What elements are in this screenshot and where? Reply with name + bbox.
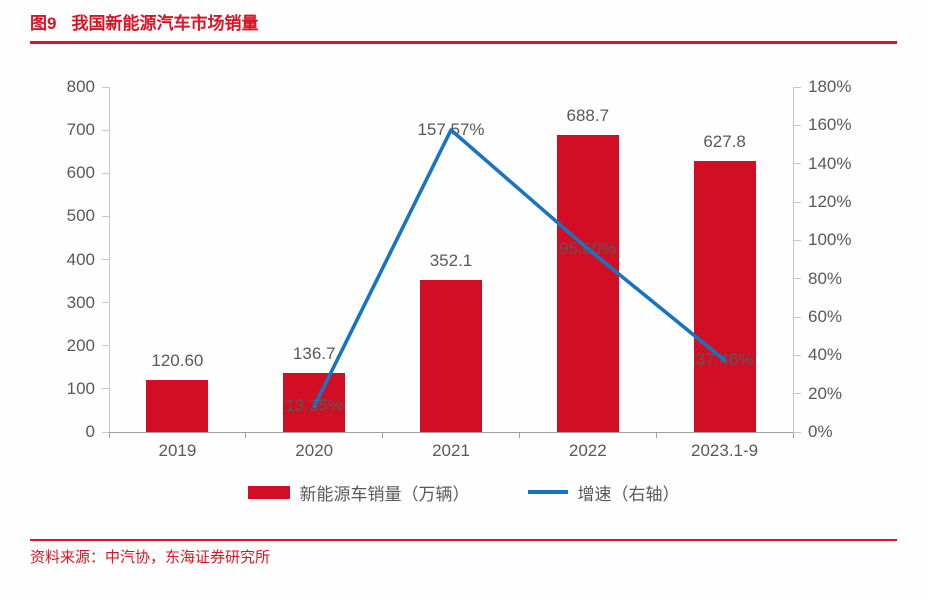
title-underline [30,41,897,44]
x-axis-tick [245,433,247,438]
x-axis-label: 2022 [568,441,607,460]
y-axis-right-tick [793,86,801,88]
y-axis-left-tick [102,129,109,131]
y-axis-right-tick [793,431,801,433]
x-axis-label: 2020 [295,441,334,460]
y-axis-left-tick-label: 800 [66,77,95,96]
y-axis-right-tick [793,393,801,395]
y-axis-right-tick [793,163,801,165]
y-axis-left-tick [102,431,109,433]
bar-value-label: 688.7 [566,105,610,125]
growth-point-label: 157.57% [417,119,485,139]
x-axis-tick [792,433,794,438]
growth-point-label: 37.46% [695,350,754,370]
y-axis-left-tick-label: 400 [66,249,95,269]
y-axis-right-tick [793,201,801,203]
bar-value-label: 627.8 [703,132,746,152]
y-axis-left-tick-label: 700 [66,120,95,140]
growth-point-label: 13.35% [285,396,344,416]
legend-label-sales: 新能源车销量（万辆） [299,484,470,504]
y-axis-left-tick [102,388,109,390]
x-axis-tick [382,433,384,438]
y-axis-left-tick [102,215,109,217]
footer-rule [30,539,897,541]
y-axis-right-tick-label: 100% [808,230,852,250]
legend-label-growth: 增速（右轴） [577,484,680,504]
y-axis-right-tick-label: 120% [808,192,852,211]
y-axis-left-tick-label: 0 [85,422,95,441]
bar-2019 [146,379,209,432]
y-axis-right-tick-label: 80% [808,268,843,288]
y-axis-left-tick-label: 600 [66,163,95,183]
growth-point-label: 95.60% [558,238,617,258]
y-axis-left-tick-label: 500 [66,206,95,226]
y-axis-right-tick [793,239,801,241]
figure-number: 图9 [30,14,57,33]
legend-item-sales: 新能源车销量（万辆） [247,480,470,505]
y-axis-right-tick-label: 160% [808,115,852,135]
x-axis-label: 2021 [432,441,470,460]
y-axis-right-tick [793,124,801,126]
x-axis-tick [655,433,657,438]
legend-line-swatch-icon [527,490,568,494]
y-axis-right-tick [793,278,801,280]
figure-title: 图9 我国新能源汽车市场销量 [30,11,258,37]
bar-value-label: 352.1 [429,251,473,271]
x-axis-line [109,431,794,433]
x-axis-tick [518,433,520,438]
y-axis-left-tick [102,302,109,304]
y-axis-right-tick-label: 140% [808,153,852,173]
y-axis-right-line [793,87,794,433]
legend-bar-swatch-icon [247,485,290,499]
bar-2021 [420,280,482,432]
y-axis-left-tick [102,259,109,260]
x-axis-tick [108,433,110,438]
y-axis-left-tick-label: 300 [66,292,95,312]
x-axis-label: 2019 [158,441,197,460]
y-axis-left-tick-label: 200 [66,335,95,355]
x-axis-label: 2023.1-9 [691,441,759,460]
y-axis-left-tick-label: 100 [66,378,95,398]
growth-line-path [312,128,727,409]
y-axis-right-tick-label: 0% [808,422,833,441]
bar-value-label: 136.7 [292,344,336,364]
y-axis-right-tick-label: 20% [808,383,843,403]
figure-title-text: 我国新能源汽车市场销量 [71,14,259,33]
y-axis-right-tick [793,354,801,356]
y-axis-right-tick-label: 180% [808,77,852,96]
bar-2023.1-9 [693,161,756,432]
y-axis-left-tick [102,345,109,347]
bar-value-label: 120.60 [151,350,204,370]
bar-2022 [556,134,619,432]
chart-legend: 新能源车销量（万辆） 增速（右轴） [0,479,927,505]
y-axis-right-tick [793,316,801,318]
y-axis-left-line [109,87,110,433]
y-axis-right-tick-label: 40% [808,345,843,365]
y-axis-left-tick [102,172,109,174]
source-note: 资料来源：中汽协，东海证券研究所 [30,549,271,566]
y-axis-right-tick-label: 60% [808,307,843,326]
legend-item-growth: 增速（右轴） [527,480,680,505]
y-axis-left-tick [102,86,109,88]
